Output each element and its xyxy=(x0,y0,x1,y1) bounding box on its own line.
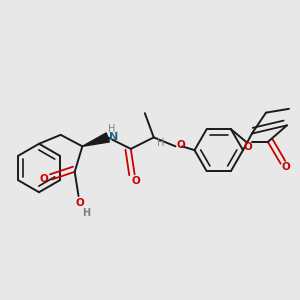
Text: O: O xyxy=(176,140,185,150)
Text: H: H xyxy=(82,208,90,218)
Text: O: O xyxy=(131,176,140,186)
Text: O: O xyxy=(76,198,84,208)
Text: N: N xyxy=(109,132,118,142)
Text: O: O xyxy=(282,162,290,172)
Polygon shape xyxy=(82,133,110,146)
Text: H: H xyxy=(157,138,164,148)
Text: O: O xyxy=(40,175,49,184)
Text: H: H xyxy=(108,124,115,134)
Text: O: O xyxy=(243,142,252,152)
